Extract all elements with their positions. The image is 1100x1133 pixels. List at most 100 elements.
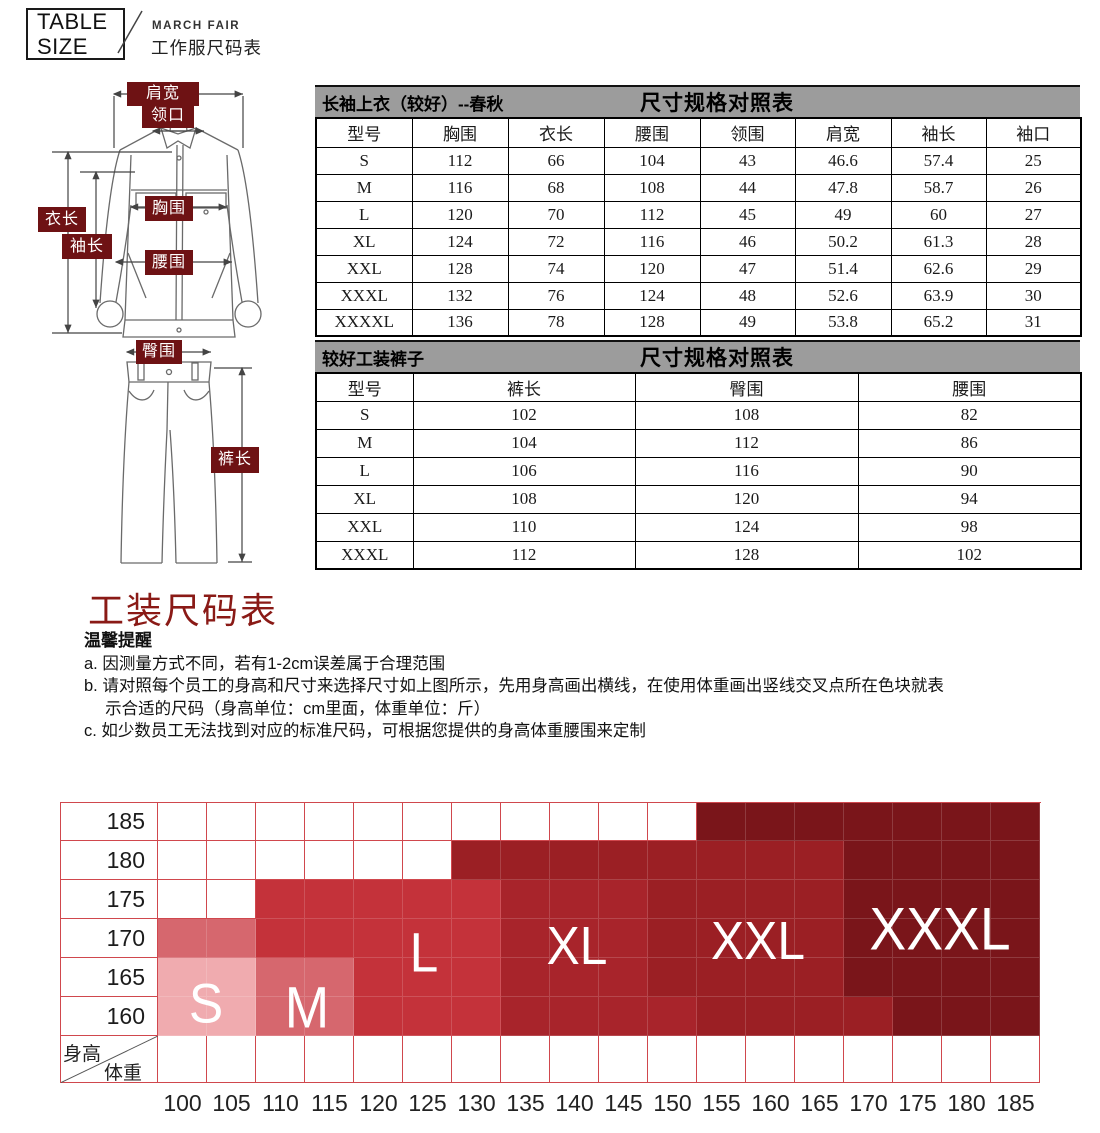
table-cell: 61.3 <box>890 227 987 256</box>
diagonal-divider-icon <box>59 1035 159 1084</box>
size-cell-xl <box>599 958 648 997</box>
size-cell-xxl <box>550 841 599 880</box>
size-cell-l <box>354 958 403 997</box>
size-cell-xl <box>501 880 550 919</box>
size-cell-xxxl <box>942 841 991 880</box>
table-cell: 104 <box>603 146 701 175</box>
table-cell: 120 <box>411 200 509 229</box>
empty-cell <box>697 1036 746 1083</box>
size-cell-xl <box>599 997 648 1036</box>
table-cell: 47 <box>699 254 796 283</box>
empty-cell <box>991 1036 1040 1083</box>
label-jacket-length: 衣长 <box>38 207 86 232</box>
size-selection-chart: 185 180 175 170 165 160 身高 体重 100 105 110 115 120 125… <box>59 802 1041 1122</box>
size-cell-xxl <box>795 841 844 880</box>
table-cell: 120 <box>634 484 859 514</box>
size-cell-xxxl <box>795 802 844 841</box>
size-cell-xxl <box>697 958 746 997</box>
y-axis-name: 身高 <box>63 1044 102 1065</box>
height-tick-label: 185 <box>60 802 158 841</box>
size-region-label-xl: XL <box>546 916 608 976</box>
table-cell: 128 <box>634 540 859 570</box>
table-cell: 53.8 <box>794 308 892 337</box>
table-cell: 76 <box>507 281 605 310</box>
size-cell-xxxl <box>893 958 942 997</box>
slash-divider-icon <box>117 10 143 54</box>
size-cell-xxl <box>697 997 746 1036</box>
table-cell: S <box>315 400 414 430</box>
size-cell-xl <box>550 958 599 997</box>
table-cell: 63.9 <box>890 281 987 310</box>
jacket-table-titlebar: 长袖上衣（较好）--春秋 尺寸规格对照表 <box>315 85 1080 117</box>
empty-cell <box>207 1036 256 1083</box>
table-cell: 48 <box>699 281 796 310</box>
size-cell-xxl <box>648 841 697 880</box>
height-tick-label: 175 <box>60 880 158 919</box>
size-cell-l <box>452 958 501 997</box>
size-cell-m <box>207 919 256 958</box>
size-cell-xxxl <box>942 880 991 919</box>
size-cell-xxl <box>648 880 697 919</box>
empty-cell <box>403 802 452 841</box>
size-cell-xxl <box>452 841 501 880</box>
empty-cell <box>550 1036 599 1083</box>
note-c: c. 如少数员工无法找到对应的标准尺码，可根据您提供的身高体重腰围来定制 <box>84 722 646 740</box>
reminder-notes: 温馨提醒 a. 因测量方式不同，若有1-2cm误差属于合理范围 b. 请对照每个… <box>84 630 1064 743</box>
table-row: XL 124 72 116 46 50.2 61.3 28 <box>315 227 1082 256</box>
table-cell: 108 <box>634 400 859 430</box>
size-cell-xxl <box>795 958 844 997</box>
weight-tick-label: 175 <box>898 1090 937 1116</box>
size-cell-xxl <box>795 997 844 1036</box>
empty-cell <box>501 1036 550 1083</box>
size-cell-m <box>305 958 354 997</box>
size-cell-xxxl <box>991 802 1040 841</box>
weight-tick-label: 160 <box>751 1090 790 1116</box>
table-cell: 57.4 <box>890 146 987 175</box>
empty-cell <box>256 1036 305 1083</box>
weight-tick-label: 180 <box>947 1090 986 1116</box>
size-cell-l <box>354 997 403 1036</box>
jacket-table-title: 长袖上衣（较好）--春秋 <box>322 94 504 114</box>
height-tick-label: 165 <box>60 958 158 997</box>
table-cell: M <box>315 173 413 202</box>
table-row: XXXXL 136 78 128 49 53.8 65.2 31 <box>315 308 1082 337</box>
table-cell: 65.2 <box>890 308 987 337</box>
column-header: 腰围 <box>857 372 1082 402</box>
table-cell: 25 <box>985 146 1082 175</box>
size-region-label-m: M <box>284 975 330 1041</box>
empty-cell <box>158 880 207 919</box>
empty-cell <box>648 802 697 841</box>
note-b-cont: 示合适的尺码（身高单位：cm里面，体重单位：斤） <box>84 699 491 718</box>
empty-cell <box>354 841 403 880</box>
pants-table-titlebar: 较好工装裤子 尺寸规格对照表 <box>315 340 1080 372</box>
table-cell: 128 <box>411 254 509 283</box>
weight-tick-label: 150 <box>653 1090 692 1116</box>
table-row: S 102 108 82 <box>315 400 1082 430</box>
table-cell: 28 <box>985 227 1082 256</box>
size-cell-xxxl <box>844 958 893 997</box>
table-row: XXL 110 124 98 <box>315 512 1082 542</box>
table-cell: 45 <box>699 200 796 229</box>
size-cell-l <box>354 880 403 919</box>
table-cell: 30 <box>985 281 1082 310</box>
brand-name: MARCH FAIR <box>152 20 241 32</box>
weight-tick-label: 110 <box>262 1090 299 1116</box>
size-cell-xxl <box>648 958 697 997</box>
weight-tick-label: 165 <box>800 1090 839 1116</box>
table-cell: XL <box>315 484 414 514</box>
empty-cell <box>599 802 648 841</box>
size-cell-xl <box>550 919 599 958</box>
column-header: 领围 <box>699 117 796 148</box>
column-header: 裤长 <box>412 372 636 402</box>
weight-tick-label: 100 <box>163 1090 202 1116</box>
empty-cell <box>207 841 256 880</box>
table-cell: XXL <box>315 512 414 542</box>
table-cell: 106 <box>412 456 636 486</box>
table-cell: 112 <box>412 540 636 570</box>
size-cell-xxxl <box>942 919 991 958</box>
size-cell-xxl <box>746 997 795 1036</box>
empty-cell <box>893 1036 942 1083</box>
empty-cell <box>501 802 550 841</box>
size-cell-l <box>305 919 354 958</box>
garment-diagram <box>52 90 262 564</box>
